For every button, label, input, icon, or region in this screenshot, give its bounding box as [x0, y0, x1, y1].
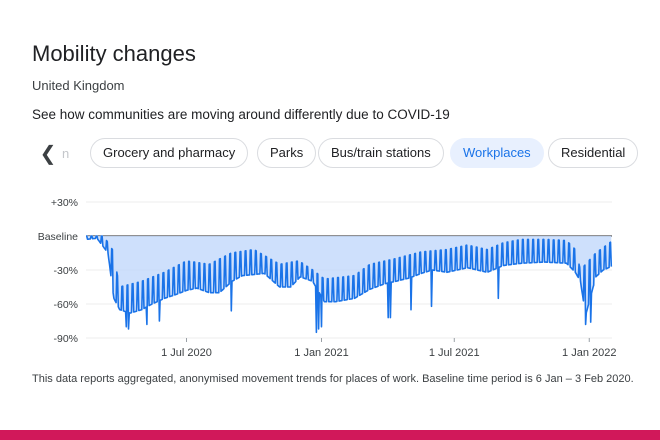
tab-residential[interactable]: Residential	[548, 138, 639, 168]
workplaces-mobility-chart: +30% Baseline -30% -60% -90% 1 Jul 2020 1 Jan …	[38, 197, 617, 359]
tab-parks[interactable]: Parks	[257, 138, 317, 168]
y-tick-label: +30%	[51, 197, 78, 209]
series-area	[86, 236, 612, 333]
y-tick-label: -60%	[53, 299, 78, 311]
y-tick-label: Baseline	[38, 231, 78, 243]
region-subtitle: United Kingdom	[32, 78, 125, 93]
tab-workplaces[interactable]: Workplaces	[450, 138, 544, 168]
tab-bus-train-stations[interactable]: Bus/train stations	[318, 138, 444, 168]
x-tick-label: 1 Jul 2020	[161, 347, 212, 359]
bottom-accent-bar	[0, 430, 660, 440]
x-tick-label: 1 Jul 2021	[429, 347, 480, 359]
x-tick-label: 1 Jan 2021	[294, 347, 348, 359]
x-tick-label: 1 Jan 2022	[562, 347, 616, 359]
chevron-left-icon[interactable]: ❮	[39, 143, 57, 165]
category-tabs: ❮ n Grocery and pharmacy Parks Bus/train…	[32, 138, 652, 170]
tab-partial-hidden: n	[62, 146, 70, 161]
y-tick-label: -90%	[53, 333, 78, 345]
page-title: Mobility changes	[32, 41, 196, 66]
footnote: This data reports aggregated, anonymised…	[32, 373, 634, 385]
y-tick-label: -30%	[53, 265, 78, 277]
tab-grocery-and-pharmacy[interactable]: Grocery and pharmacy	[90, 138, 249, 168]
page-description: See how communities are moving around di…	[32, 107, 450, 122]
series-line	[85, 235, 613, 334]
